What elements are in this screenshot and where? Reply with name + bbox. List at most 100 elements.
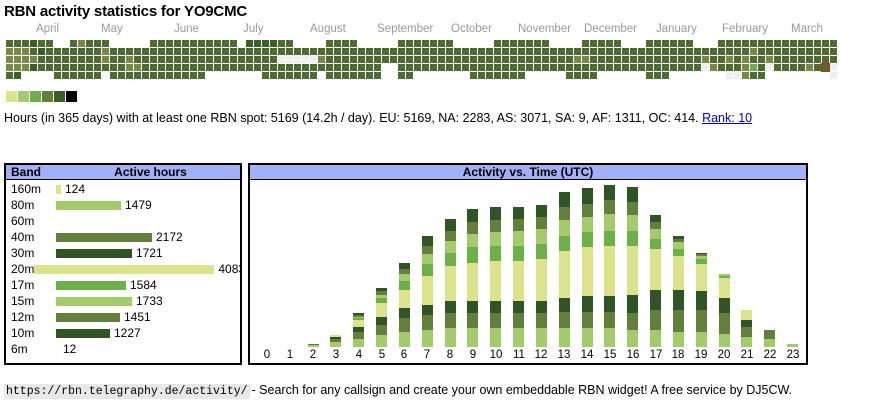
hour-bar[interactable]: [513, 206, 524, 347]
calendar-cell[interactable]: [398, 40, 405, 47]
calendar-cell[interactable]: [590, 72, 597, 79]
calendar-cell[interactable]: [462, 64, 469, 71]
calendar-cell[interactable]: [590, 40, 597, 47]
calendar-cell[interactable]: [502, 72, 509, 79]
calendar-cell[interactable]: [134, 56, 141, 63]
calendar-cell[interactable]: [478, 56, 485, 63]
calendar-cell[interactable]: [46, 48, 53, 55]
calendar-cell[interactable]: [14, 56, 21, 63]
calendar-cell[interactable]: [694, 56, 701, 63]
calendar-cell[interactable]: [174, 64, 181, 71]
calendar-cell[interactable]: [286, 40, 293, 47]
calendar-heatmap[interactable]: [6, 40, 870, 86]
calendar-cell[interactable]: [86, 40, 93, 47]
calendar-cell[interactable]: [622, 56, 629, 63]
calendar-cell[interactable]: [102, 56, 109, 63]
calendar-cell[interactable]: [494, 40, 501, 47]
calendar-cell[interactable]: [374, 56, 381, 63]
calendar-cell[interactable]: [334, 72, 341, 79]
calendar-cell[interactable]: [118, 48, 125, 55]
calendar-cell[interactable]: [398, 56, 405, 63]
calendar-cell[interactable]: [686, 64, 693, 71]
calendar-cell[interactable]: [246, 56, 253, 63]
calendar-cell[interactable]: [310, 64, 317, 71]
calendar-cell[interactable]: [422, 48, 429, 55]
calendar-cell[interactable]: [134, 48, 141, 55]
hour-bar[interactable]: [673, 235, 684, 347]
calendar-cell[interactable]: [294, 56, 301, 63]
calendar-cell[interactable]: [14, 72, 21, 79]
calendar-cell[interactable]: [486, 48, 493, 55]
calendar-cell[interactable]: [262, 48, 269, 55]
calendar-cell[interactable]: [774, 48, 781, 55]
calendar-cell[interactable]: [510, 40, 517, 47]
calendar-cell[interactable]: [750, 56, 757, 63]
calendar-cell[interactable]: [206, 56, 213, 63]
calendar-cell[interactable]: [278, 64, 285, 71]
calendar-cell[interactable]: [126, 56, 133, 63]
calendar-cell[interactable]: [150, 40, 157, 47]
calendar-cell[interactable]: [814, 64, 821, 71]
calendar-cell[interactable]: [78, 72, 85, 79]
hour-bar[interactable]: [764, 330, 775, 347]
calendar-cell[interactable]: [374, 64, 381, 71]
calendar-cell[interactable]: [30, 48, 37, 55]
hour-bar[interactable]: [399, 262, 410, 347]
calendar-cell[interactable]: [630, 56, 637, 63]
calendar-cell[interactable]: [614, 48, 621, 55]
calendar-cell[interactable]: [358, 64, 365, 71]
calendar-cell[interactable]: [126, 64, 133, 71]
hour-bar[interactable]: [741, 309, 752, 347]
calendar-cell[interactable]: [350, 72, 357, 79]
calendar-cell[interactable]: [718, 48, 725, 55]
calendar-cell[interactable]: [654, 48, 661, 55]
calendar-cell[interactable]: [526, 40, 533, 47]
calendar-cell[interactable]: [54, 72, 61, 79]
calendar-cell[interactable]: [86, 48, 93, 55]
calendar-cell[interactable]: [758, 72, 765, 79]
calendar-cell[interactable]: [110, 48, 117, 55]
calendar-cell[interactable]: [174, 40, 181, 47]
calendar-cell[interactable]: [566, 56, 573, 63]
hour-bar[interactable]: [376, 287, 387, 347]
calendar-cell[interactable]: [518, 56, 525, 63]
calendar-cell[interactable]: [246, 64, 253, 71]
calendar-cell[interactable]: [414, 48, 421, 55]
calendar-cell[interactable]: [606, 64, 613, 71]
calendar-cell[interactable]: [142, 64, 149, 71]
calendar-cell[interactable]: [198, 48, 205, 55]
calendar-cell[interactable]: [222, 48, 229, 55]
calendar-cell[interactable]: [774, 40, 781, 47]
calendar-cell[interactable]: [278, 40, 285, 47]
calendar-cell[interactable]: [742, 72, 749, 79]
calendar-cell[interactable]: [62, 48, 69, 55]
calendar-cell[interactable]: [662, 48, 669, 55]
calendar-cell[interactable]: [150, 56, 157, 63]
calendar-cell[interactable]: [806, 56, 813, 63]
calendar-cell[interactable]: [118, 56, 125, 63]
calendar-cell[interactable]: [782, 56, 789, 63]
calendar-cell[interactable]: [478, 48, 485, 55]
calendar-cell[interactable]: [406, 40, 413, 47]
calendar-cell[interactable]: [678, 56, 685, 63]
calendar-cell[interactable]: [110, 72, 117, 79]
calendar-cell[interactable]: [702, 48, 709, 55]
calendar-cell[interactable]: [814, 56, 821, 63]
hour-bar[interactable]: [696, 252, 707, 347]
calendar-cell[interactable]: [262, 72, 269, 79]
hour-bar[interactable]: [330, 335, 341, 347]
calendar-cell[interactable]: [254, 48, 261, 55]
calendar-cell[interactable]: [390, 48, 397, 55]
calendar-cell[interactable]: [166, 56, 173, 63]
calendar-cell[interactable]: [78, 48, 85, 55]
calendar-cell[interactable]: [494, 72, 501, 79]
calendar-cell[interactable]: [542, 64, 549, 71]
calendar-cell[interactable]: [518, 64, 525, 71]
calendar-cell[interactable]: [366, 56, 373, 63]
calendar-cell[interactable]: [742, 56, 749, 63]
calendar-cell[interactable]: [654, 40, 661, 47]
calendar-cell[interactable]: [310, 56, 317, 63]
rank-link[interactable]: Rank: 10: [702, 111, 753, 125]
calendar-cell[interactable]: [190, 56, 197, 63]
calendar-cell[interactable]: [534, 56, 541, 63]
